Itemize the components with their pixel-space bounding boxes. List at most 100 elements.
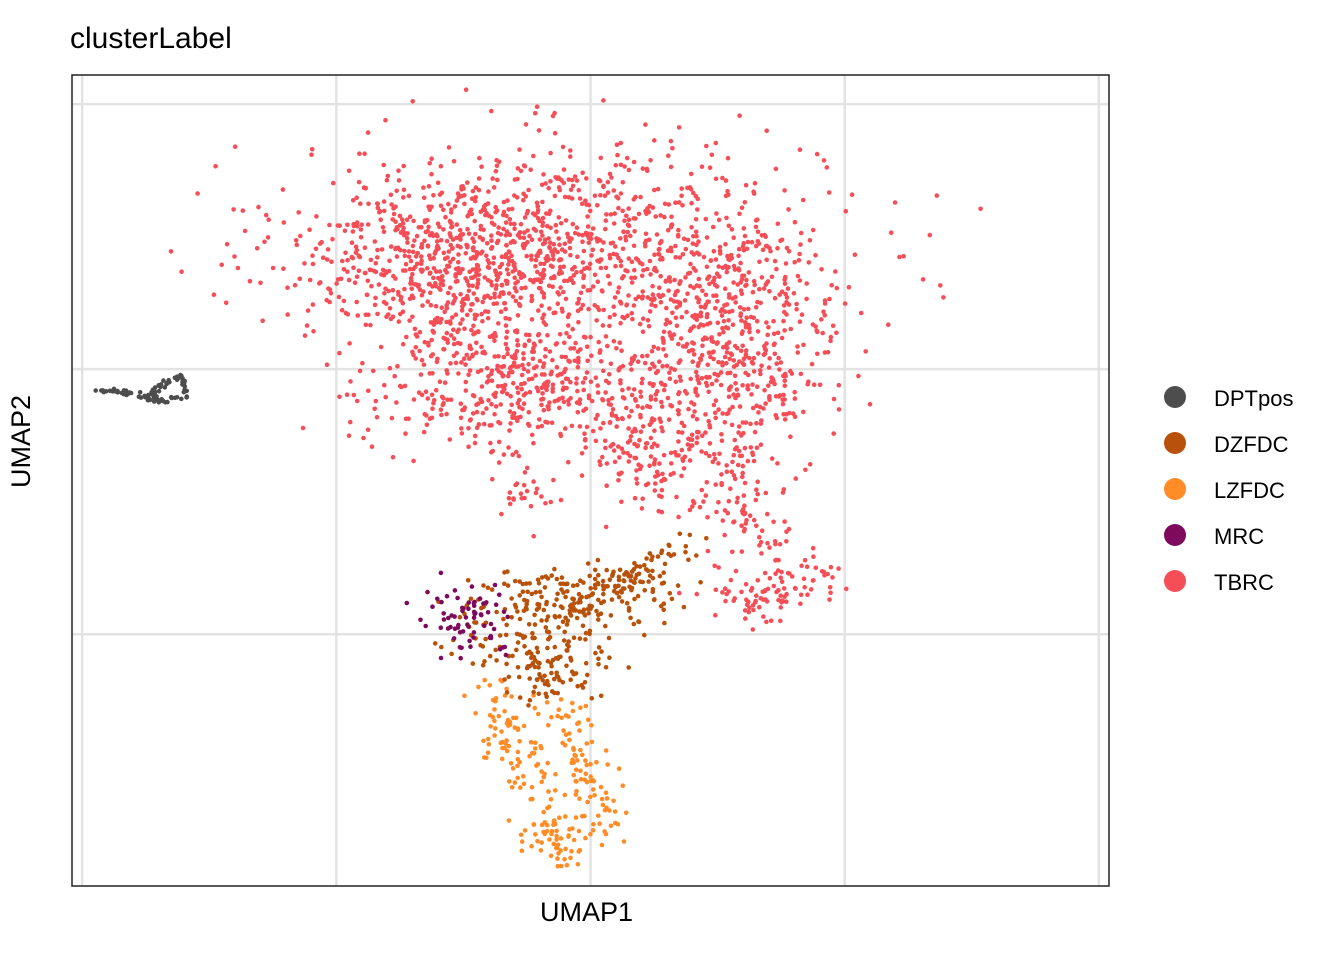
point-tbrc	[472, 433, 478, 439]
point-tbrc	[726, 292, 732, 297]
point-lzfdc	[607, 808, 612, 813]
point-lzfdc	[541, 829, 546, 835]
plot-border	[71, 74, 1110, 887]
point-tbrc	[395, 364, 400, 369]
point-tbrc	[607, 323, 612, 329]
point-tbrc	[649, 444, 655, 450]
point-tbrc	[439, 394, 445, 400]
point-tbrc	[618, 378, 623, 383]
point-tbrc	[811, 578, 816, 583]
point-tbrc	[792, 259, 797, 265]
point-tbrc	[681, 423, 687, 429]
point-tbrc	[557, 405, 562, 411]
point-lzfdc	[584, 762, 589, 768]
point-tbrc	[460, 267, 465, 272]
point-tbrc	[661, 387, 667, 393]
point-tbrc	[673, 243, 678, 249]
point-tbrc	[831, 431, 836, 436]
point-tbrc	[589, 353, 594, 359]
point-tbrc	[742, 503, 747, 509]
point-tbrc	[581, 275, 586, 281]
point-tbrc	[692, 312, 698, 318]
point-dzfdc	[632, 596, 637, 602]
point-mrc	[457, 630, 463, 635]
point-tbrc	[561, 289, 566, 295]
point-tbrc	[388, 244, 394, 249]
point-tbrc	[700, 337, 706, 342]
point-tbrc	[653, 303, 658, 309]
point-tbrc	[462, 326, 467, 332]
point-dptpos	[147, 397, 153, 403]
point-tbrc	[739, 318, 744, 323]
point-dzfdc	[616, 577, 622, 583]
point-lzfdc	[588, 761, 593, 767]
point-lzfdc	[500, 739, 505, 745]
point-tbrc	[568, 252, 573, 258]
point-tbrc	[496, 460, 502, 465]
point-dzfdc	[549, 670, 554, 676]
point-tbrc	[719, 482, 724, 488]
point-tbrc	[486, 278, 491, 283]
point-tbrc	[405, 240, 410, 245]
point-tbrc	[665, 227, 671, 233]
point-tbrc	[645, 168, 650, 174]
point-tbrc	[668, 450, 674, 456]
point-tbrc	[491, 185, 497, 190]
point-tbrc	[554, 229, 559, 234]
point-lzfdc	[531, 822, 537, 827]
point-tbrc	[819, 317, 824, 322]
point-lzfdc	[493, 726, 498, 731]
point-tbrc	[470, 236, 475, 241]
point-tbrc	[411, 397, 417, 402]
point-tbrc	[394, 188, 400, 194]
point-tbrc	[689, 347, 695, 353]
point-tbrc	[740, 343, 745, 349]
point-tbrc	[489, 368, 495, 374]
point-dptpos	[107, 388, 113, 394]
point-tbrc	[694, 233, 699, 239]
point-tbrc	[456, 327, 462, 333]
point-tbrc	[495, 238, 501, 244]
point-tbrc	[561, 180, 566, 186]
point-lzfdc	[490, 697, 496, 703]
point-tbrc	[342, 228, 348, 234]
point-dzfdc	[584, 594, 589, 600]
point-tbrc	[775, 568, 781, 573]
point-tbrc	[517, 147, 522, 152]
point-tbrc	[593, 416, 599, 422]
point-tbrc	[281, 266, 286, 272]
point-tbrc	[695, 377, 701, 383]
point-dzfdc	[594, 608, 599, 614]
point-lzfdc	[541, 809, 546, 815]
point-tbrc	[798, 592, 804, 598]
point-tbrc	[758, 300, 763, 306]
point-lzfdc	[569, 760, 574, 765]
point-tbrc	[650, 283, 655, 289]
point-tbrc	[515, 418, 520, 424]
point-tbrc	[740, 383, 745, 388]
point-tbrc	[620, 180, 626, 185]
point-dzfdc	[545, 614, 551, 619]
point-tbrc	[382, 382, 387, 388]
point-tbrc	[601, 98, 606, 103]
point-lzfdc	[545, 760, 550, 766]
point-tbrc	[431, 397, 437, 403]
point-tbrc	[425, 396, 431, 401]
point-tbrc	[508, 393, 513, 399]
point-tbrc	[429, 415, 435, 421]
point-tbrc	[462, 405, 468, 410]
point-tbrc	[466, 282, 471, 288]
point-dzfdc	[643, 567, 649, 572]
point-tbrc	[722, 309, 728, 315]
point-tbrc	[762, 589, 768, 594]
point-tbrc	[548, 499, 554, 505]
point-tbrc	[643, 231, 649, 237]
point-tbrc	[313, 246, 319, 252]
point-tbrc	[690, 498, 696, 504]
point-tbrc	[740, 463, 746, 469]
point-dzfdc	[607, 655, 612, 660]
point-tbrc	[768, 379, 774, 385]
point-tbrc	[755, 329, 761, 334]
point-tbrc	[331, 180, 336, 186]
point-tbrc	[742, 480, 748, 486]
